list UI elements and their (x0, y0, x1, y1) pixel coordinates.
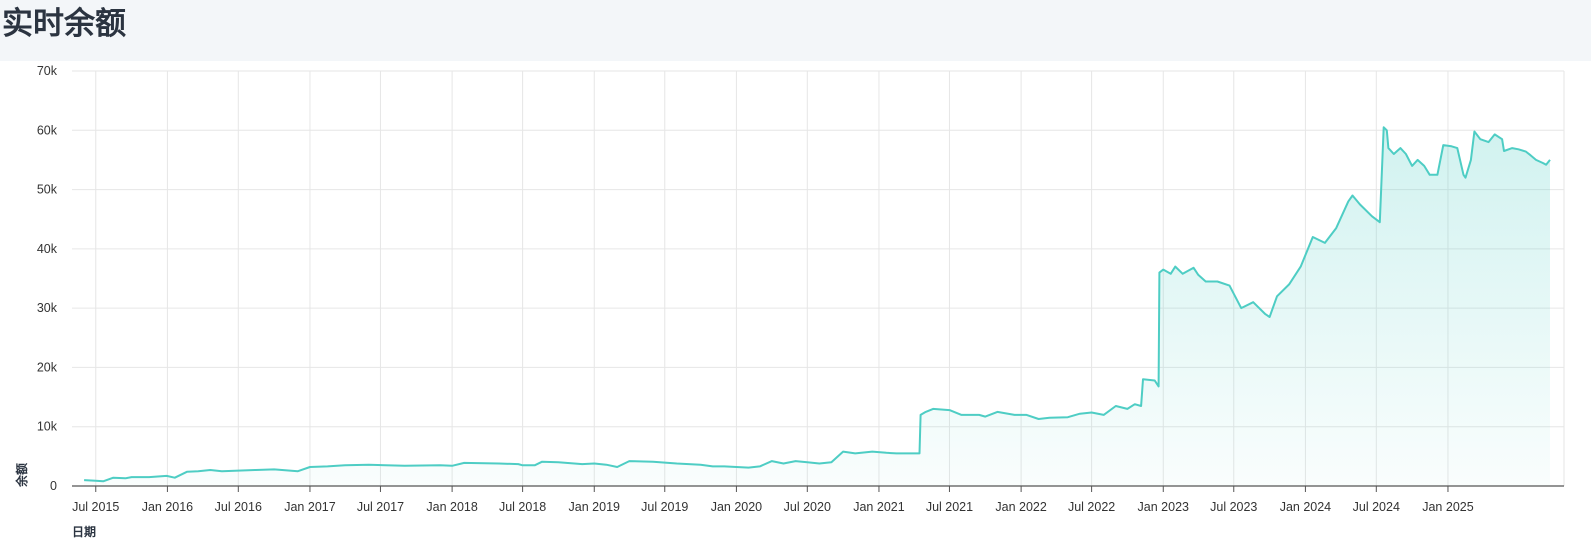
y-tick-label: 20k (37, 360, 58, 374)
x-axis-label: 日期 (72, 524, 96, 539)
x-tick-label: Jan 2023 (1138, 500, 1189, 514)
x-tick-label: Jul 2019 (641, 500, 688, 514)
grid-lines (72, 70, 1565, 486)
x-tick-label: Jul 2020 (784, 500, 831, 514)
x-tick-label: Jul 2021 (926, 500, 973, 514)
y-tick-label: 60k (37, 123, 58, 137)
x-tick-label: Jul 2015 (72, 500, 119, 514)
series-area (84, 127, 1551, 487)
x-tick-label: Jan 2021 (853, 500, 904, 514)
y-tick-label: 30k (37, 301, 58, 315)
y-tick-label: 70k (37, 64, 58, 78)
x-tick-label: Jan 2022 (995, 500, 1046, 514)
page-title: 实时余额 (2, 6, 126, 42)
x-tick-label: Jul 2022 (1068, 500, 1115, 514)
x-tick-label: Jul 2023 (1210, 500, 1257, 514)
x-tick-label: Jan 2025 (1422, 500, 1473, 514)
series-line (84, 126, 1551, 483)
axes: 0 10k 20k 30k 40k 50k 60k 70k Jul 2015 Jan 2016 Ju… (37, 64, 1564, 514)
y-tick-label: 40k (37, 242, 58, 256)
x-tick-label: Jan 2016 (142, 500, 193, 514)
x-tick-label: Jan 2019 (569, 500, 620, 514)
y-tick-label: 10k (37, 420, 58, 434)
x-tick-label: Jan 2020 (711, 500, 762, 514)
y-tick-label: 50k (37, 183, 58, 197)
chart-header: 实时余额 (0, 0, 1591, 61)
y-axis-label: 余额 (14, 463, 29, 488)
y-tick-label: 0 (50, 479, 57, 493)
x-tick-label: Jul 2024 (1353, 500, 1400, 514)
x-tick-label: Jul 2016 (215, 500, 262, 514)
x-tick-label: Jul 2018 (499, 500, 546, 514)
x-tick-label: Jan 2017 (284, 500, 335, 514)
x-tick-label: Jul 2017 (357, 500, 404, 514)
x-tick-label: Jan 2018 (426, 500, 477, 514)
plot-area (84, 126, 1551, 487)
x-tick-label: Jan 2024 (1280, 500, 1331, 514)
